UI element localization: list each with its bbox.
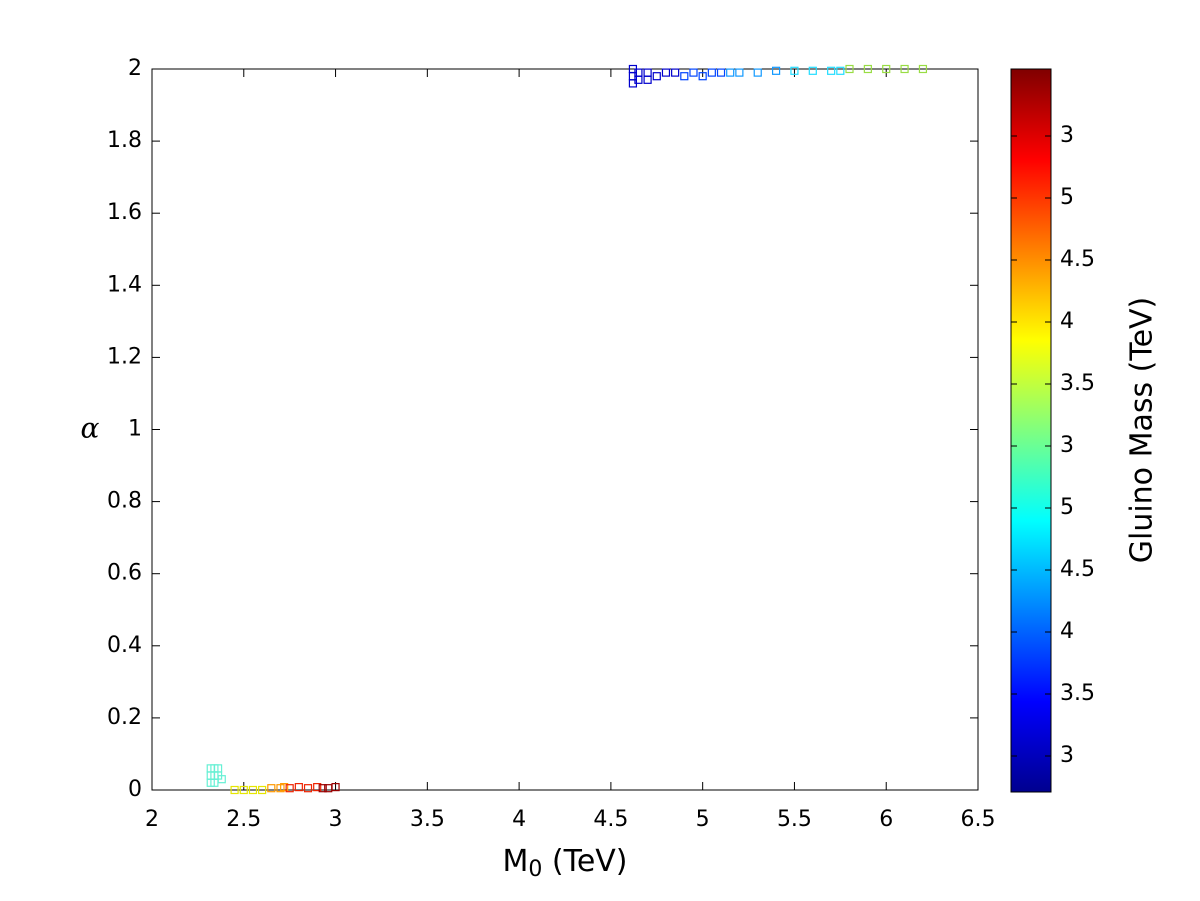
point (790, 66, 799, 75)
y-tick-label: 1.8 (107, 128, 142, 153)
point (210, 778, 219, 787)
x-tick-label: 2.5 (226, 807, 261, 832)
y-tick-label: 0 (128, 777, 142, 802)
plot-area (151, 68, 979, 791)
point (285, 784, 294, 793)
y-tick-label: 0.8 (107, 489, 142, 514)
x-label-sub: 0 (528, 857, 542, 882)
point (845, 64, 854, 74)
colorbar-tick-label: 3.5 (1060, 681, 1095, 706)
point (827, 66, 836, 75)
y-tick-label: 0.4 (107, 633, 142, 658)
point (707, 68, 716, 77)
point (900, 64, 909, 74)
colorbar-tick-label: 3.5 (1060, 371, 1095, 396)
point (698, 72, 707, 81)
colorbar-tick-label: 4 (1060, 619, 1074, 644)
point (808, 66, 817, 75)
x-label-main: M (502, 844, 528, 879)
x-tick-label: 4 (512, 807, 526, 832)
point (661, 68, 671, 77)
colorbar-tick-label: 4 (1060, 309, 1074, 334)
y-tick-label: 1 (128, 417, 142, 442)
point (239, 785, 248, 795)
colorbar-tick-label: 5 (1060, 185, 1074, 210)
point (318, 784, 327, 793)
point (689, 68, 698, 77)
x-tick-label: 3 (329, 807, 343, 832)
point (643, 68, 652, 77)
x-tick-label: 4.5 (593, 807, 628, 832)
point (303, 784, 313, 793)
colorbar-tick-label: 3 (1060, 433, 1074, 458)
point (863, 64, 872, 74)
x-label-unit: (TeV) (542, 844, 627, 879)
point (267, 784, 276, 793)
y-tick-label: 1.2 (107, 344, 142, 369)
point (735, 68, 744, 77)
x-tick-label: 5.5 (777, 807, 812, 832)
point (753, 68, 762, 77)
y-tick-label: 1.4 (107, 272, 142, 297)
y-tick-label: 1.6 (107, 200, 142, 225)
x-tick-label: 6.5 (961, 807, 996, 832)
colorbar-tick-label: 4.5 (1060, 247, 1095, 272)
point (652, 72, 661, 81)
point (771, 66, 781, 75)
colorbar-tick-label: 4.5 (1060, 557, 1095, 582)
point (634, 68, 643, 77)
colorbar-tick-label: 3 (1060, 123, 1074, 148)
y-tick-label: 2 (128, 56, 142, 81)
colorbar-tick-label: 5 (1060, 495, 1074, 520)
point (671, 68, 680, 77)
point (882, 64, 891, 74)
point (280, 783, 289, 792)
point (258, 785, 267, 795)
point (294, 783, 303, 792)
x-tick-label: 3.5 (410, 807, 445, 832)
point (248, 785, 258, 795)
colorbar (1010, 68, 1052, 793)
point (680, 72, 689, 81)
point (230, 785, 239, 795)
x-tick-label: 2 (145, 807, 159, 832)
point (918, 64, 928, 74)
point (313, 783, 322, 792)
point (331, 783, 340, 792)
x-axis-label: M0 (TeV) (502, 844, 627, 883)
x-tick-label: 6 (879, 807, 893, 832)
point (716, 68, 726, 77)
y-tick-label: 0.2 (107, 705, 142, 730)
y-axis-label: α (81, 412, 100, 445)
colorbar-label: Gluino Mass (TeV) (1125, 297, 1160, 564)
x-tick-label: 5 (696, 807, 710, 832)
point (836, 66, 845, 75)
point (726, 68, 735, 77)
colorbar-tick-label: 3 (1060, 743, 1074, 768)
y-tick-label: 0.6 (107, 561, 142, 586)
